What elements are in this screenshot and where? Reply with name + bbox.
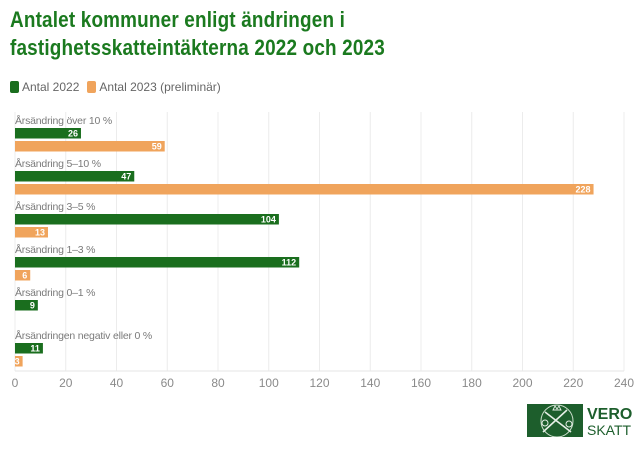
bar-2022: [15, 300, 38, 311]
x-tick-label: 20: [59, 376, 73, 390]
legend-label-2022: Antal 2022: [22, 80, 80, 94]
chart-title-line-1: Antalet kommuner enligt ändringen i: [10, 7, 346, 32]
logo-text-skatt: SKATT: [587, 422, 632, 437]
bar-2023: [15, 270, 31, 281]
bar-2022: [15, 128, 81, 139]
x-tick-label: 40: [110, 376, 124, 390]
bar-value-label: 104: [261, 215, 276, 225]
legend-item-2022[interactable]: Antal 2022: [10, 80, 79, 94]
category-label: Årsändring 5–10 %: [15, 157, 101, 170]
legend: Antal 2022 Antal 2023 (preliminär): [10, 80, 229, 94]
bar-2023: [15, 184, 594, 195]
bar-value-label: 59: [152, 142, 162, 152]
legend-swatch-2022: [10, 81, 19, 93]
category-label: Årsändring 0–1 %: [15, 286, 95, 299]
x-tick-label: 100: [259, 376, 279, 390]
chart-plot: 0 20 40 60 80 100 120 140 160 180 200 220 240 Årsändr…: [12, 112, 634, 390]
bar-value-label: 3: [15, 357, 20, 367]
x-tick-label: 80: [211, 376, 225, 390]
x-tick-label: 0: [12, 376, 19, 390]
bar-value-label: 9: [30, 301, 35, 311]
bar-value-label: 26: [68, 129, 78, 139]
bar-value-label: 11: [30, 344, 40, 354]
bar-2023: [15, 356, 23, 367]
bar-value-label: 6: [22, 271, 27, 281]
chart-title-line-2: fastighetsskatteintäkterna 2022 och 2023: [10, 35, 385, 60]
legend-item-2023[interactable]: Antal 2023 (preliminär): [87, 80, 221, 94]
bar-value-label: 47: [121, 172, 131, 182]
category-label: Årsändringen negativ eller 0 %: [15, 329, 152, 342]
bar-2023: [15, 141, 165, 152]
category-label: Årsändring över 10 %: [15, 114, 112, 127]
category-label: Årsändring 3–5 %: [15, 200, 95, 213]
logo-text-vero: VERO: [587, 406, 632, 423]
x-tick-label: 60: [161, 376, 175, 390]
x-tick-label: 180: [462, 376, 482, 390]
x-tick-label: 140: [360, 376, 380, 390]
vero-skatt-logo: VERO SKATT: [527, 404, 632, 437]
bar-value-label: 13: [35, 228, 45, 238]
legend-swatch-2023: [87, 81, 97, 93]
bar-2023: [15, 227, 48, 238]
bar-2022: [15, 257, 300, 268]
legend-label-2023: Antal 2023 (preliminär): [99, 80, 221, 94]
x-tick-label: 220: [563, 376, 583, 390]
bar-2022: [15, 214, 279, 225]
bar-value-label: 112: [282, 258, 297, 268]
x-tick-label: 120: [309, 376, 329, 390]
chart-title: Antalet kommuner enligt ändringen i fast…: [10, 6, 526, 62]
logo-emblem-circle: [540, 404, 574, 437]
x-tick-label: 160: [411, 376, 431, 390]
x-tick-label: 240: [614, 376, 634, 390]
bar-value-label: 228: [576, 185, 591, 195]
bar-2022: [15, 343, 43, 354]
bar-2022: [15, 171, 135, 182]
x-tick-label: 200: [512, 376, 532, 390]
category-label: Årsändring 1–3 %: [15, 243, 95, 256]
